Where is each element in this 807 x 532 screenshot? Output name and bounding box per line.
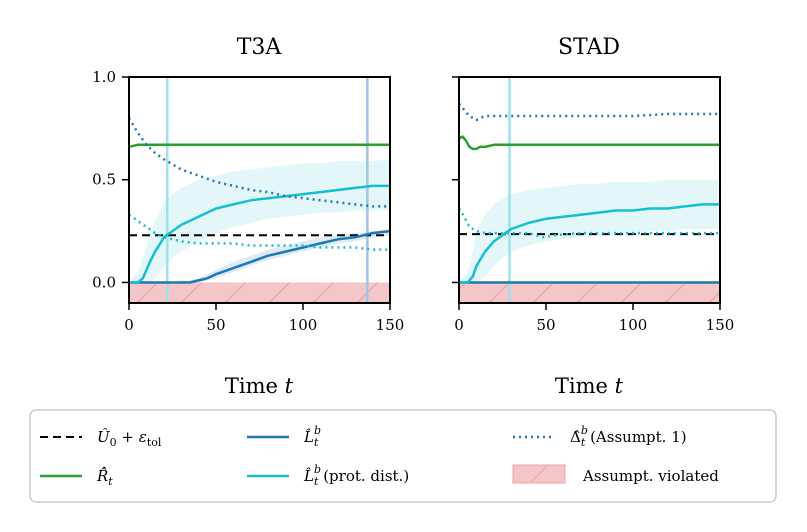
x-tick-label: 0 <box>124 316 134 334</box>
chart-panel-stad: STAD 0 50 100 150 Time t <box>452 35 734 398</box>
x-tick-label: 100 <box>289 316 318 334</box>
x-tick-label: 50 <box>206 316 225 334</box>
legend-label: Δ̂b t (Assumpt. 1) <box>570 424 687 449</box>
legend: Û0 + εtol R̂̂t L̂b t L̂b t (prot. dist.) Δ… <box>29 409 777 503</box>
legend-swatch-hatch <box>529 464 549 484</box>
series-line-delta-b-prot <box>459 207 720 239</box>
y-tick-label: 1.0 <box>92 68 116 86</box>
chart-title: T3A <box>237 35 283 60</box>
series-line-delta-b-prot <box>129 213 390 251</box>
x-axis-label: Time t <box>555 374 624 398</box>
plot-frame <box>458 76 721 304</box>
band-l-b-prot <box>129 159 390 283</box>
legend-label: Assumpt. violated <box>582 467 719 485</box>
legend-item-r-hat: R̂̂t <box>40 466 113 488</box>
series-line-l-b-prot <box>129 184 390 284</box>
legend-label: L̂b t (prot. dist.) <box>303 463 409 488</box>
series-line-delta-b <box>129 117 390 208</box>
legend-item-threshold: Û0 + εtol <box>40 428 162 449</box>
x-tick-label: 150 <box>376 316 405 334</box>
x-axis-label: Time t <box>225 374 294 398</box>
legend-label: L̂b t <box>303 424 321 449</box>
series-line-l-b <box>129 229 390 284</box>
series-line-delta-b <box>459 102 720 122</box>
violation-hatch <box>129 282 390 303</box>
legend-label: Û0 + εtol <box>97 428 162 449</box>
x-tick-label: 150 <box>706 316 735 334</box>
chart-panel-t3a: T3A 0 50 100 150 0.0 0.5 1.0 Time t <box>92 35 404 398</box>
legend-item-violated: Assumpt. violated <box>512 464 719 485</box>
series-line-r-hat <box>129 143 390 149</box>
chart-title: STAD <box>558 35 620 60</box>
band-l-b-prot <box>459 179 720 283</box>
y-tick-label: 0.0 <box>92 273 116 291</box>
x-tick-label: 50 <box>536 316 555 334</box>
x-tick-label: 100 <box>619 316 648 334</box>
legend-item-delta-b: Δ̂b t (Assumpt. 1) <box>513 424 687 449</box>
violation-hatch <box>459 282 720 303</box>
series-line-r-hat <box>459 135 720 151</box>
plot-frame <box>128 76 391 304</box>
legend-label: R̂̂t <box>96 466 113 488</box>
x-tick-label: 0 <box>454 316 464 334</box>
legend-frame <box>29 409 777 503</box>
legend-item-l-b-prot: L̂b t (prot. dist.) <box>247 463 409 488</box>
series-line-l-b-prot <box>459 203 720 284</box>
legend-item-l-b: L̂b t <box>247 424 321 449</box>
y-tick-label: 0.5 <box>92 171 116 189</box>
